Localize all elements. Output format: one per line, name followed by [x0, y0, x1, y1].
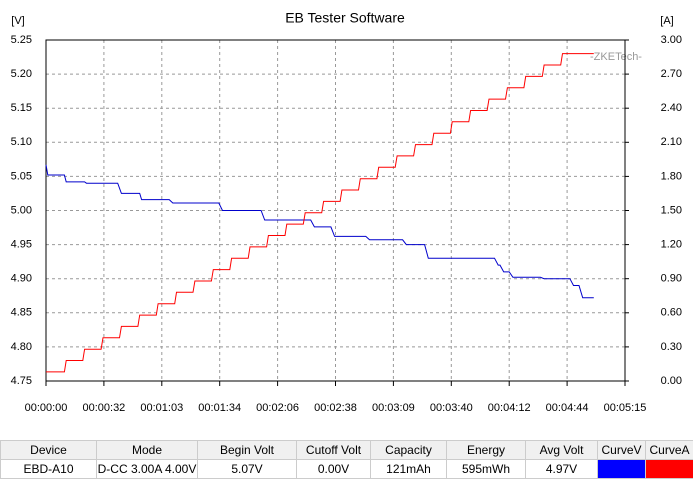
data-cell: D-CC 3.00A 4.00V	[96, 459, 198, 479]
header-cell: Energy	[446, 440, 526, 460]
data-cell: 121mAh	[370, 459, 447, 479]
series-line	[46, 53, 594, 373]
x-tick-label: 00:05:15	[604, 402, 647, 414]
y-tick-label: 4.95	[11, 239, 32, 251]
y2-tick-label: 1.80	[661, 170, 682, 182]
y2-tick-label: 2.40	[661, 102, 682, 114]
header-cell: Begin Volt	[197, 440, 297, 460]
x-tick-label: 00:01:03	[140, 402, 183, 414]
y-tick-label: 4.90	[11, 273, 32, 285]
y-tick-label: 4.85	[11, 307, 32, 319]
x-tick-label: 00:04:44	[546, 402, 589, 414]
data-cell: EBD-A10	[0, 459, 97, 479]
y2-tick-label: 0.00	[661, 375, 682, 387]
x-tick-label: 00:02:38	[314, 402, 357, 414]
plot-frame	[45, 39, 626, 382]
y-tick-label: 5.15	[11, 102, 32, 114]
data-cell: 5.07V	[197, 459, 297, 479]
curve-swatch	[597, 459, 646, 479]
y2-tick-label: 0.60	[661, 307, 682, 319]
y-tick-label: 5.25	[11, 34, 32, 46]
y-tick-label: 5.00	[11, 204, 32, 216]
y2-unit: [A]	[660, 15, 673, 27]
y2-tick-label: 1.20	[661, 239, 682, 251]
series-line	[45, 164, 594, 299]
y-tick-label: 5.10	[11, 136, 32, 148]
data-row: EBD-A10 D-CC 3.00A 4.00V 5.07V 0.00V 121mAh 5…	[0, 459, 693, 479]
header-cell: Device	[0, 440, 97, 460]
header-cell: CurveA	[645, 440, 693, 460]
x-tick-label: 00:00:32	[82, 402, 125, 414]
x-tick-label: 00:03:09	[372, 402, 415, 414]
y-unit: [V]	[11, 15, 24, 27]
y2-tick-label: 2.70	[661, 68, 682, 80]
header-row: Device Mode Begin Volt Cutoff Volt Capacity E…	[0, 440, 693, 460]
y-tick-label: 5.20	[11, 68, 32, 80]
header-cell: Avg Volt	[525, 440, 598, 460]
y2-tick-label: 3.00	[661, 34, 682, 46]
y2-tick-label: 0.90	[661, 273, 682, 285]
x-tick-label: 00:04:12	[488, 402, 531, 414]
y2-tick-label: 0.30	[661, 341, 682, 353]
y2-tick-label: 2.10	[661, 136, 682, 148]
x-tick-label: 00:01:34	[198, 402, 241, 414]
x-tick-label: 00:02:06	[256, 402, 299, 414]
y-tick-label: 4.75	[11, 375, 32, 387]
curve-swatch	[645, 459, 693, 479]
data-cell: 4.97V	[525, 459, 598, 479]
info-table: Device Mode Begin Volt Cutoff Volt Capacity E…	[0, 440, 693, 479]
data-cell: 595mWh	[446, 459, 526, 479]
header-cell: Mode	[96, 440, 198, 460]
header-cell: Capacity	[370, 440, 447, 460]
data-cell: 0.00V	[296, 459, 371, 479]
header-cell: Cutoff Volt	[296, 440, 371, 460]
watermark: -ZKETech-	[590, 51, 642, 63]
y-tick-label: 4.80	[11, 341, 32, 353]
chart: EB Tester Software [V] [A] -ZKETech- 4.7…	[11, 10, 682, 414]
y2-tick-label: 1.50	[661, 204, 682, 216]
y-tick-label: 5.05	[11, 170, 32, 182]
x-tick-label: 00:00:00	[25, 402, 68, 414]
x-tick-label: 00:03:40	[430, 402, 473, 414]
chart-title: EB Tester Software	[285, 10, 405, 26]
header-cell: CurveV	[597, 440, 646, 460]
